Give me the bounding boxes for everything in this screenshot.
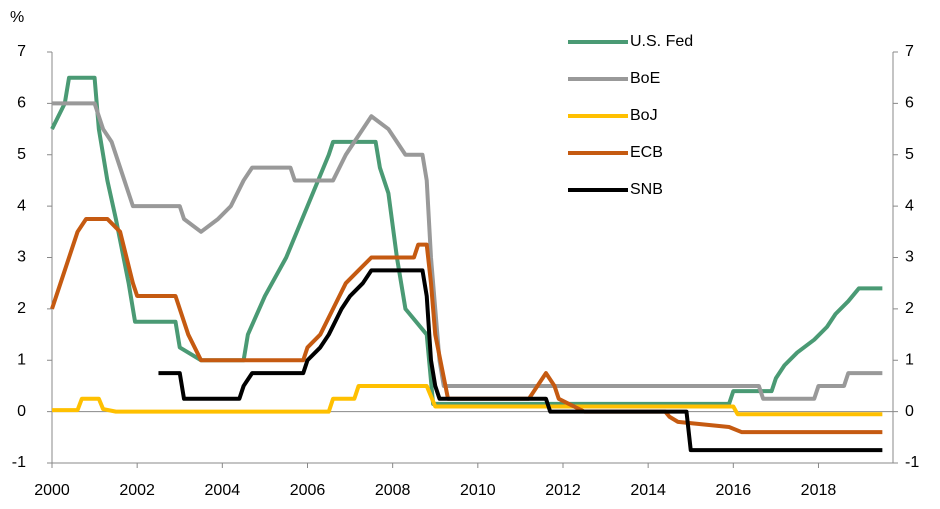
x-tick-label: 2016 xyxy=(716,482,752,499)
x-tick-label: 2010 xyxy=(460,482,496,499)
x-tick-label: 2014 xyxy=(630,482,666,499)
x-tick-label: 2012 xyxy=(545,482,581,499)
y2-tick-label: 4 xyxy=(905,197,914,214)
y2-tick-label: 3 xyxy=(905,249,914,266)
legend-label: BoJ xyxy=(630,107,658,124)
y-tick-label: 1 xyxy=(17,351,26,368)
series-line xyxy=(50,75,883,406)
y-tick-label: 5 xyxy=(17,146,26,163)
y2-tick-label: 5 xyxy=(905,146,914,163)
series-line xyxy=(50,216,883,435)
series-line xyxy=(52,101,883,401)
y2-tick-label: 1 xyxy=(905,351,914,368)
y-tick-label: 2 xyxy=(17,300,26,317)
legend-label: U.S. Fed xyxy=(630,33,693,50)
legend-label: SNB xyxy=(630,181,663,198)
y2-tick-label: 6 xyxy=(905,95,914,112)
series-line xyxy=(158,268,883,453)
x-tick-label: 2018 xyxy=(801,482,837,499)
x-tick-label: 2004 xyxy=(205,482,241,499)
series-line xyxy=(52,383,883,417)
legend-label: BoE xyxy=(630,70,660,87)
legend-label: ECB xyxy=(630,144,663,161)
x-tick-label: 2008 xyxy=(375,482,411,499)
y-tick-label: 7 xyxy=(17,43,26,60)
x-tick-label: 2000 xyxy=(34,482,70,499)
y-tick-label: 6 xyxy=(17,95,26,112)
y2-tick-label: 7 xyxy=(905,43,914,60)
y-tick-label: 4 xyxy=(17,197,26,214)
y-tick-label: 0 xyxy=(17,403,26,420)
y-tick-label: 3 xyxy=(17,249,26,266)
y2-tick-label: 2 xyxy=(905,300,914,317)
y-tick-label: -1 xyxy=(12,454,26,471)
x-tick-label: 2006 xyxy=(290,482,326,499)
y-axis-label: % xyxy=(10,9,24,26)
y2-tick-label: -1 xyxy=(905,454,919,471)
y2-tick-label: 0 xyxy=(905,403,914,420)
x-tick-label: 2002 xyxy=(119,482,155,499)
